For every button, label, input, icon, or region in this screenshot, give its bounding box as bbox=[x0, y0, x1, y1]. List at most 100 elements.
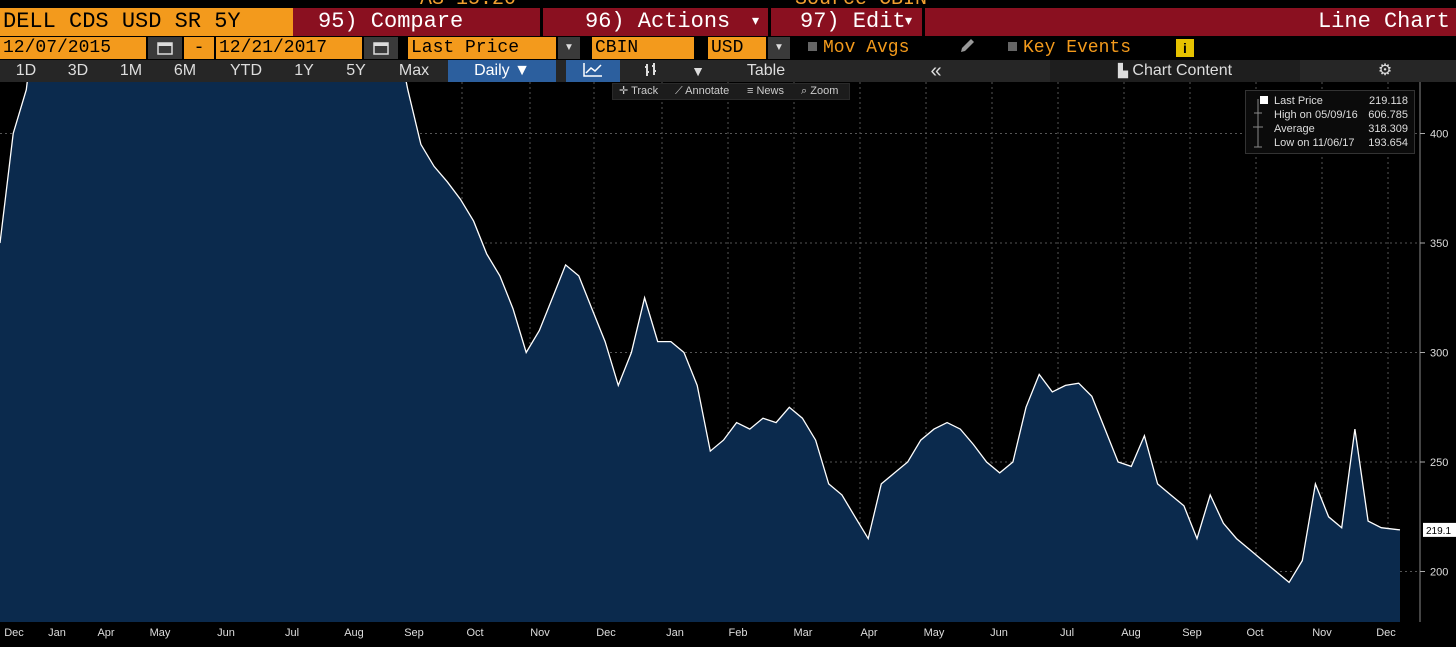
start-date-field[interactable]: 12/07/2015 bbox=[0, 37, 146, 59]
settings-bar: 12/07/2015 - 12/21/2017 Last Price ▼ CBI… bbox=[0, 36, 1456, 60]
y-tick-label: 400 bbox=[1430, 129, 1448, 141]
end-date-field[interactable]: 12/21/2017 bbox=[216, 37, 362, 59]
currency-dropdown-icon[interactable]: ▼ bbox=[768, 37, 790, 59]
separator bbox=[540, 8, 543, 36]
info-icon[interactable]: i bbox=[1176, 39, 1194, 57]
chart-panel[interactable]: 200250300350400450500550600219.1 bbox=[0, 0, 1456, 622]
x-tick-label: Nov bbox=[1312, 627, 1332, 639]
chart-legend[interactable]: Last Price 219.118 High on 05/09/16 606.78… bbox=[1245, 90, 1415, 154]
chart-content-icon: ▙ bbox=[1117, 63, 1128, 78]
x-tick-label: Oct bbox=[1246, 627, 1263, 639]
source-text: Source CBIN bbox=[795, 0, 927, 8]
x-tick-label: Feb bbox=[729, 627, 748, 639]
title-strip: AS 15:20 Source CBIN bbox=[0, 0, 1456, 8]
y-tick-label: 350 bbox=[1430, 238, 1448, 250]
price-line bbox=[0, 0, 1401, 584]
x-tick-label: Oct bbox=[466, 627, 483, 639]
x-tick-label: Sep bbox=[404, 627, 424, 639]
track-tool[interactable]: ✛ Track bbox=[619, 85, 659, 97]
x-tick-label: Aug bbox=[344, 627, 364, 639]
pencil-icon[interactable] bbox=[958, 37, 976, 61]
y-tick-label: 200 bbox=[1430, 567, 1448, 579]
annotate-tool[interactable]: ⟋ Annotate bbox=[675, 85, 730, 97]
field-select[interactable]: Last Price bbox=[408, 37, 556, 59]
x-tick-label: Apr bbox=[860, 627, 877, 639]
price-chart[interactable]: 200250300350400450500550600219.1 bbox=[0, 0, 1456, 622]
chart-content-button[interactable]: ▙ Chart Content bbox=[1050, 60, 1300, 82]
y-axis: 200250300350400450500550600219.1 bbox=[1419, 19, 1456, 622]
table-button[interactable]: Table bbox=[746, 62, 786, 79]
currency-field[interactable]: USD bbox=[708, 37, 766, 59]
source-field[interactable]: CBIN bbox=[592, 37, 694, 59]
period-button[interactable]: 6M bbox=[173, 62, 197, 79]
field-dropdown-icon[interactable]: ▼ bbox=[558, 37, 580, 59]
calendar-icon[interactable] bbox=[364, 37, 398, 59]
mov-avgs-label: Mov Avgs bbox=[823, 38, 910, 58]
x-tick-label: Jul bbox=[285, 627, 299, 639]
date-dash: - bbox=[184, 37, 214, 59]
x-tick-label: Jan bbox=[666, 627, 684, 639]
x-tick-label: Mar bbox=[794, 627, 813, 639]
time-text: AS 15:20 bbox=[420, 0, 516, 8]
period-button[interactable]: 3D bbox=[67, 62, 89, 79]
last-value-tag bbox=[1423, 522, 1456, 537]
actions-button[interactable]: 96) Actions bbox=[585, 9, 731, 34]
period-bar: 1D 3D 1M 6M YTD 1Y 5Y Max Daily ▼ ▼ Tabl… bbox=[0, 60, 1456, 82]
edit-dropdown-icon[interactable]: ▾ bbox=[905, 14, 913, 30]
collapse-double-chevron-icon[interactable]: « bbox=[930, 60, 942, 82]
x-tick-label: Apr bbox=[97, 627, 114, 639]
separator bbox=[768, 8, 771, 36]
key-events-label: Key Events bbox=[1023, 38, 1132, 58]
x-tick-label: Jun bbox=[217, 627, 235, 639]
security-name[interactable]: DELL CDS USD SR 5Y bbox=[0, 8, 293, 36]
last-value-label: 219.1 bbox=[1426, 526, 1451, 537]
period-button[interactable]: 1D bbox=[15, 62, 37, 79]
x-tick-label: Dec bbox=[596, 627, 616, 639]
legend-average: Average 318.309 bbox=[1274, 123, 1408, 135]
bar-chart-icon[interactable] bbox=[626, 60, 676, 82]
legend-last-price: Last Price 219.118 bbox=[1274, 95, 1408, 107]
period-button[interactable]: YTD bbox=[230, 62, 262, 79]
x-tick-label: May bbox=[150, 627, 171, 639]
x-tick-label: Nov bbox=[530, 627, 550, 639]
x-tick-label: Jun bbox=[990, 627, 1008, 639]
key-events-toggle[interactable]: Key Events bbox=[1008, 36, 1131, 60]
dropdown-triangle-icon[interactable]: ▼ bbox=[691, 63, 705, 79]
chart-content-label: Chart Content bbox=[1132, 62, 1233, 79]
legend-markers bbox=[1253, 96, 1268, 148]
x-axis: Dec Jan Apr May Jun Jul Aug Sep Oct Nov Dec Jan Feb M… bbox=[0, 622, 1456, 642]
checkbox-icon bbox=[1008, 42, 1017, 51]
x-axis-labels: Dec Jan Apr May Jun Jul Aug Sep Oct Nov Dec Jan Feb M… bbox=[4, 627, 1396, 639]
news-tool[interactable]: ≡ News bbox=[747, 85, 784, 97]
x-tick-label: Sep bbox=[1182, 627, 1202, 639]
x-tick-label: Dec bbox=[4, 627, 24, 639]
period-button[interactable]: Max bbox=[398, 62, 430, 79]
compare-button[interactable]: 95) Compare bbox=[318, 9, 464, 34]
y-tick-label: 250 bbox=[1430, 457, 1448, 469]
period-button[interactable]: 1M bbox=[119, 62, 143, 79]
edit-button[interactable]: 97) Edit bbox=[800, 9, 906, 34]
y-tick-label: 300 bbox=[1430, 348, 1448, 360]
legend-high: High on 05/09/16 606.785 bbox=[1274, 109, 1408, 121]
chart-type-label[interactable]: Line Chart bbox=[1317, 9, 1450, 34]
separator bbox=[922, 8, 925, 36]
calendar-icon[interactable] bbox=[148, 37, 182, 59]
frequency-dropdown[interactable]: Daily ▼ bbox=[448, 60, 556, 82]
x-tick-label: May bbox=[924, 627, 945, 639]
price-area bbox=[0, 0, 1400, 622]
mov-avgs-toggle[interactable]: Mov Avgs bbox=[808, 36, 909, 60]
line-chart-icon[interactable] bbox=[566, 60, 620, 82]
gear-icon[interactable]: ⚙ bbox=[1377, 62, 1393, 79]
command-bar: DELL CDS USD SR 5Y 95) Compare 96) Actio… bbox=[0, 8, 1456, 36]
zoom-icon: ⌕ bbox=[801, 85, 808, 97]
zoom-tool[interactable]: ⌕ Zoom bbox=[801, 85, 839, 97]
x-tick-label: Aug bbox=[1121, 627, 1141, 639]
x-tick-label: Jan bbox=[48, 627, 66, 639]
annotate-icon: ⟋ bbox=[675, 85, 683, 97]
period-button[interactable]: 5Y bbox=[346, 62, 366, 79]
crosshair-icon: ✛ bbox=[619, 85, 629, 97]
x-tick-label: Dec bbox=[1376, 627, 1396, 639]
chart-tools: ✛ Track ⟋ Annotate ≡ News ⌕ Zoom bbox=[612, 83, 850, 100]
actions-dropdown-icon[interactable]: ▾ bbox=[752, 14, 760, 30]
period-button[interactable]: 1Y bbox=[294, 62, 314, 79]
